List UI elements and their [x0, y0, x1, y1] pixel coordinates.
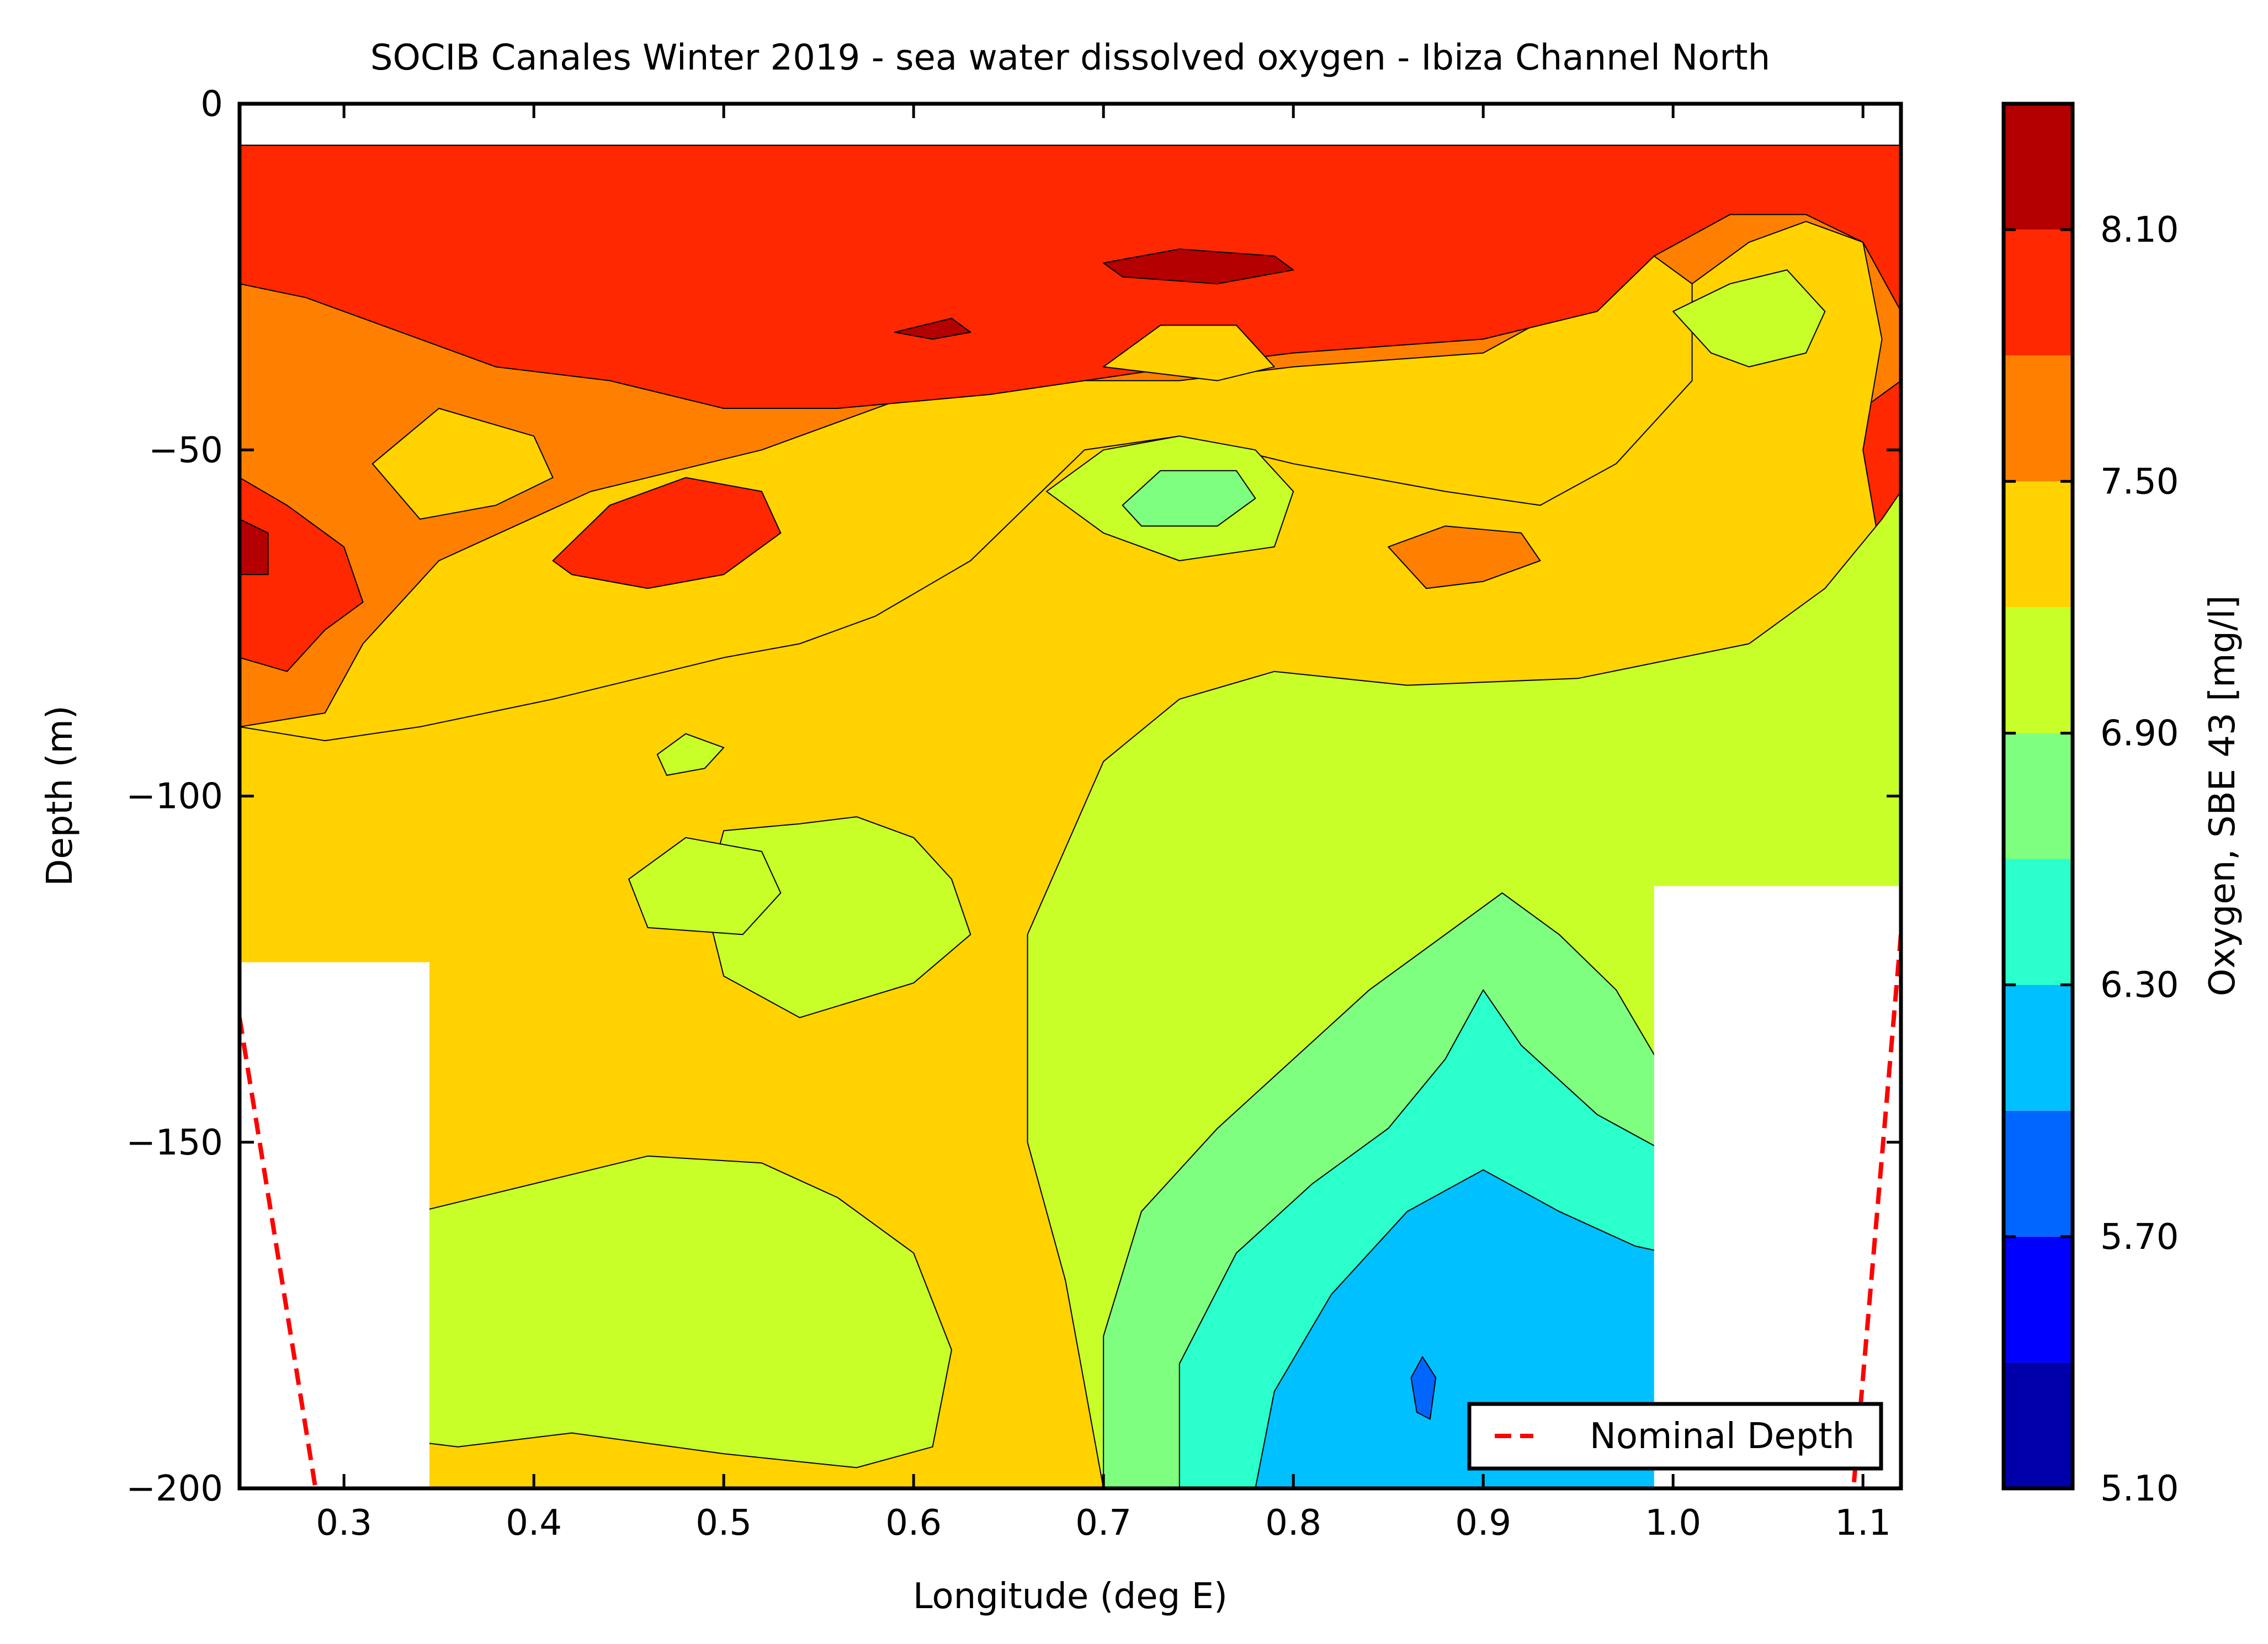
x-tick-label: 0.7: [1075, 1503, 1132, 1544]
x-tick-label: 0.6: [885, 1503, 942, 1544]
colorbar-swatch: [2004, 1362, 2073, 1488]
contour-region-level-6-17: [656, 733, 725, 776]
y-axis-ticks: 0 −50 −100 −150 −200: [126, 84, 1901, 1509]
legend: Nominal Depth: [1467, 1402, 1883, 1471]
x-tick-label: 0.5: [695, 1503, 752, 1544]
colorbar-ticks: 5.10 5.70 6.30 6.90 7.50 8.10: [2004, 210, 2179, 1509]
y-tick-label: −100: [126, 776, 223, 817]
colorbar-tick-label: 5.70: [2100, 1217, 2179, 1258]
contour-region-level-7-9: [371, 408, 554, 520]
colorbar-label: Oxygen, SBE 43 [mg/l]: [2202, 595, 2243, 997]
series-nominal-depth-segment-0: [240, 1017, 318, 1488]
x-tick-label: 1.0: [1645, 1503, 1701, 1544]
colorbar-tick-label: 6.30: [2100, 965, 2179, 1006]
x-axis-label: Longitude (deg E): [913, 1576, 1228, 1617]
colorbar-swatch: [2004, 104, 2073, 230]
colorbar-tick-label: 6.90: [2100, 713, 2179, 754]
colorbar-swatch: [2004, 733, 2073, 859]
legend-box: [1467, 1402, 1883, 1471]
no-data-mask-0: [240, 962, 429, 1488]
colorbar-swatch: [2004, 1236, 2073, 1363]
contour-region-level-9-3: [552, 477, 782, 589]
contour-plot-area: [240, 104, 1901, 1488]
y-axis-label: Depth (m): [40, 705, 81, 886]
x-axis-ticks: 0.3 0.4 0.5 0.6 0.7 0.8 0.9 1.0 1.1: [316, 104, 1891, 1544]
contour-region-level-10-5: [1103, 248, 1294, 285]
x-tick-label: 1.1: [1835, 1503, 1891, 1544]
colorbar-swatch: [2004, 1110, 2073, 1237]
contour-region-level-10-7: [894, 317, 971, 340]
contour-region-level-6-15: [704, 816, 971, 1018]
colorbar-frame: [2001, 102, 2075, 1491]
y-tick-label: −150: [126, 1122, 223, 1163]
contour-region-level-10-6: [240, 518, 269, 576]
colorbar-swatch: [2004, 355, 2073, 482]
x-tick-label: 0.9: [1455, 1503, 1511, 1544]
contour-region-level-6-19: [343, 1155, 952, 1469]
colorbar-swatch: [2004, 985, 2073, 1111]
chart-title: SOCIB Canales Winter 2019 - sea water di…: [370, 38, 1770, 78]
contour-region-level-7-10: [1103, 324, 1275, 381]
x-tick-label: 0.8: [1265, 1503, 1321, 1544]
contour-region-level-9-2: [240, 477, 364, 672]
colorbar-tick-label: 7.50: [2100, 461, 2179, 502]
colorbar-tick-label: 5.10: [2100, 1469, 2179, 1509]
contour-region-level-6-16: [628, 837, 782, 935]
x-tick-label: 0.4: [506, 1503, 562, 1544]
legend-label-nominal-depth: Nominal Depth: [1590, 1416, 1855, 1457]
colorbar-swatch: [2004, 230, 2073, 356]
colorbar-swatch: [2004, 607, 2073, 733]
contour-region-level-5-14: [1122, 470, 1256, 527]
colorbar-swatches: [2004, 104, 2073, 1488]
colorbar: 5.10 5.70 6.30 6.90 7.50 8.10 Oxygen, SBE 43 …: [2001, 102, 2243, 1509]
y-tick-label: −200: [126, 1469, 223, 1509]
colorbar-swatch: [2004, 859, 2073, 985]
contour-region-level-8-11: [1388, 525, 1541, 589]
series-nominal-depth-segment-1: [1851, 934, 1901, 1488]
x-tick-label: 0.3: [316, 1503, 372, 1544]
no-data-masks: [240, 886, 1901, 1488]
no-data-mask-1: [1654, 886, 1901, 1488]
contour-region-level-2-23: [1410, 1356, 1437, 1420]
contour-region-level-6-12: [1672, 269, 1826, 368]
y-tick-label: 0: [200, 84, 223, 125]
colorbar-tick-label: 8.10: [2100, 210, 2179, 251]
y-tick-label: −50: [148, 430, 223, 471]
nominal-depth-series: [240, 934, 1901, 1488]
colorbar-swatch: [2004, 481, 2073, 608]
